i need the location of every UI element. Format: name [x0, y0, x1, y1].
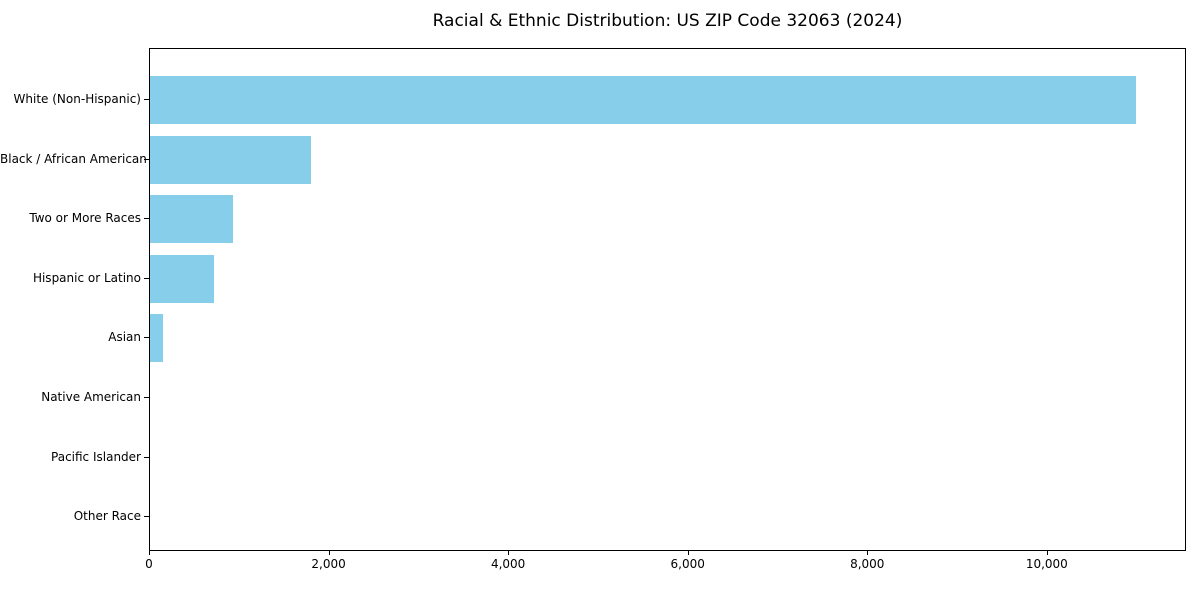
x-axis-tick-label: 2,000: [311, 557, 346, 571]
x-axis-tick: [687, 551, 689, 555]
x-axis-tick: [1046, 551, 1048, 555]
y-axis-label: Pacific Islander: [51, 449, 141, 464]
y-axis-tick: [144, 397, 149, 398]
plot-area: [149, 48, 1186, 551]
y-axis-tick: [144, 516, 149, 518]
x-axis-tick: [508, 551, 510, 555]
y-axis-tick: [144, 218, 149, 220]
y-axis-label: Other Race: [73, 509, 141, 524]
y-axis-label: Asian: [108, 330, 141, 345]
bar-hispanic-or-latino: [150, 254, 214, 303]
bar-white-non-hispanic: [150, 76, 1136, 124]
bar-asian: [150, 314, 163, 363]
y-axis-label: Two or More Races: [29, 211, 141, 226]
x-axis-tick: [328, 551, 330, 555]
x-axis-tick: [149, 551, 150, 555]
y-axis-tick: [144, 456, 149, 458]
x-axis-tick-label: 10,000: [1025, 557, 1068, 571]
y-axis-tick: [144, 277, 149, 279]
x-axis-tick-label: 0: [145, 557, 153, 571]
chart-title: Racial & Ethnic Distribution: US ZIP Cod…: [432, 11, 903, 31]
y-axis-tick: [144, 99, 149, 100]
x-axis-tick: [867, 551, 869, 555]
y-axis-tick: [144, 337, 149, 339]
y-axis-label: Native American: [41, 390, 141, 404]
y-axis-label: White (Non-Hispanic): [13, 92, 141, 106]
bar-black-african-american: [150, 135, 312, 184]
y-axis-tick: [144, 158, 149, 160]
y-axis-label: Black / African American: [0, 151, 147, 166]
x-axis-tick-label: 4,000: [490, 557, 526, 571]
x-axis-tick-label: 8,000: [850, 557, 885, 571]
x-axis-tick-label: 6,000: [670, 557, 705, 571]
y-axis-label: Hispanic or Latino: [32, 270, 141, 285]
bar-two-or-more-races: [150, 195, 234, 244]
